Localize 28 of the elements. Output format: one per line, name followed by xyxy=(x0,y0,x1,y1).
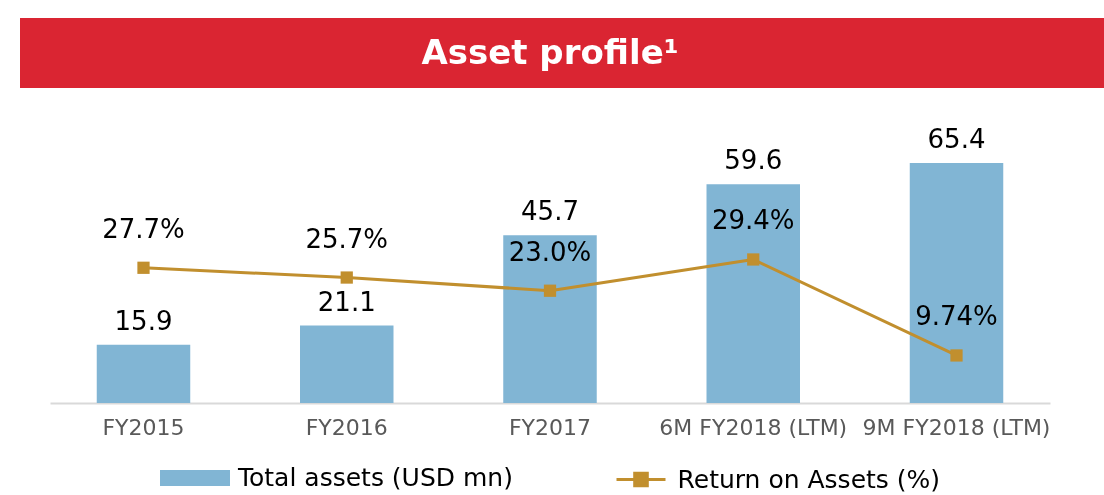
data-label: 65.4 xyxy=(927,123,986,154)
data-label: 27.7% xyxy=(102,213,185,244)
data-label: 29.4% xyxy=(711,205,795,236)
x-tick-label: FY2017 xyxy=(508,414,592,440)
point xyxy=(137,261,150,274)
x-tick-label: FY2015 xyxy=(102,414,185,440)
data-label: 21.1 xyxy=(317,286,376,317)
x-tick-label: FY2016 xyxy=(305,414,388,440)
data-label: 15.9 xyxy=(114,305,173,336)
point xyxy=(950,349,963,362)
data-label: 25.7% xyxy=(305,223,389,254)
x-tick-label: 6M FY2018 (LTM) xyxy=(659,414,848,440)
bar xyxy=(909,162,1004,403)
legend-label: Total assets (USD mn) xyxy=(237,463,513,492)
x-tick-label: 9M FY2018 (LTM) xyxy=(862,414,1051,440)
data-label: 23.0% xyxy=(508,236,592,267)
bar xyxy=(96,344,191,403)
data-label: 45.7 xyxy=(521,196,579,227)
point xyxy=(543,284,557,297)
chart-title: Asset profile¹ xyxy=(421,32,679,72)
bar xyxy=(503,235,597,403)
point xyxy=(340,271,353,284)
bar xyxy=(300,325,394,403)
legend-label: Return on Assets (%) xyxy=(677,464,941,494)
bar xyxy=(706,184,800,403)
data-label: 9.74% xyxy=(915,301,998,332)
data-label: 59.6 xyxy=(724,145,783,176)
point xyxy=(747,253,760,266)
